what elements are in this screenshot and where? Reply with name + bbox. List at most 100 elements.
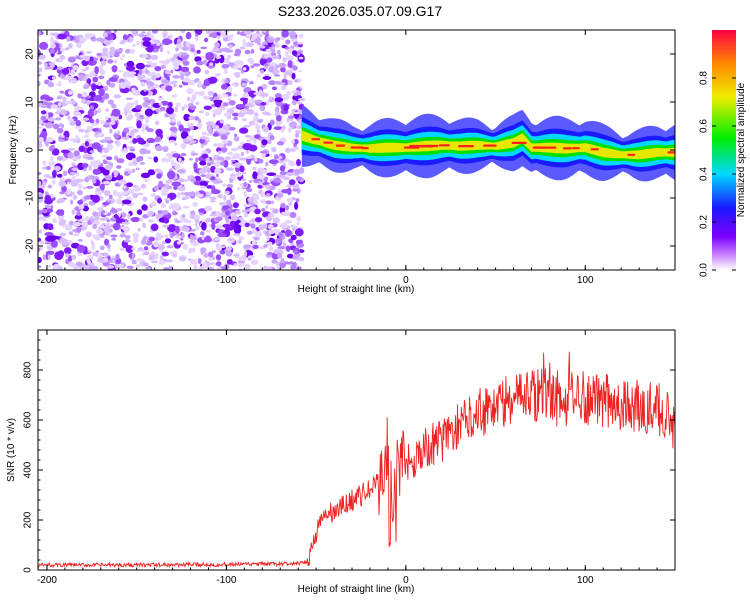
noise-speckle [87, 95, 92, 99]
noise-speckle [247, 90, 258, 98]
noise-speckle [82, 117, 90, 121]
noise-speckle [125, 97, 134, 101]
noise-speckle [289, 211, 297, 219]
noise-speckle [239, 256, 246, 262]
noise-speckle [277, 246, 286, 250]
noise-speckle [286, 55, 292, 61]
noise-speckle [290, 36, 298, 40]
noise-speckle [236, 234, 240, 238]
noise-speckle [269, 62, 277, 66]
noise-speckle [132, 33, 140, 36]
noise-speckle [64, 224, 73, 231]
noise-speckle [222, 94, 229, 98]
noise-speckle [76, 244, 86, 253]
noise-speckle [247, 196, 256, 203]
noise-speckle [142, 196, 148, 202]
noise-speckle [68, 220, 74, 226]
noise-speckle [119, 179, 128, 185]
noise-speckle [187, 80, 196, 86]
noise-speckle [103, 39, 112, 46]
noise-speckle [76, 227, 82, 233]
noise-speckle [45, 250, 55, 256]
noise-speckle [52, 169, 57, 179]
noise-speckle [131, 247, 136, 251]
noise-speckle [38, 265, 42, 269]
noise-speckle [147, 156, 153, 160]
noise-speckle [57, 197, 65, 204]
noise-speckle [264, 92, 269, 97]
noise-speckle [232, 153, 241, 160]
noise-speckle [287, 60, 293, 69]
noise-speckle [153, 241, 159, 248]
noise-speckle [169, 118, 177, 123]
noise-speckle [261, 152, 266, 159]
noise-speckle [109, 228, 113, 233]
noise-speckle [74, 105, 81, 112]
noise-speckle [96, 52, 103, 56]
noise-speckle [101, 53, 108, 57]
noise-speckle [176, 241, 182, 245]
noise-speckle [234, 202, 239, 207]
noise-speckle [266, 172, 277, 176]
noise-speckle [284, 219, 293, 224]
noise-speckle [135, 167, 140, 171]
noise-speckle [125, 65, 136, 71]
noise-speckle [110, 234, 118, 238]
noise-speckle [199, 160, 207, 166]
noise-speckle [93, 95, 103, 102]
noise-speckle [242, 171, 247, 175]
noise-speckle [294, 168, 301, 175]
noise-speckle [232, 253, 239, 257]
noise-speckle [102, 257, 109, 263]
noise-speckle [287, 80, 293, 85]
noise-speckle [153, 168, 161, 173]
noise-speckle [172, 75, 181, 79]
noise-speckle [44, 205, 51, 208]
noise-speckle [254, 99, 263, 104]
noise-speckle [201, 263, 208, 269]
noise-speckle [88, 165, 92, 171]
noise-speckle [209, 213, 217, 217]
noise-speckle [280, 203, 286, 209]
noise-speckle [106, 156, 113, 161]
noise-speckle [204, 205, 213, 212]
noise-speckle [260, 191, 266, 198]
noise-speckle [233, 53, 239, 57]
noise-speckle [143, 124, 149, 127]
noise-speckle [256, 174, 265, 180]
noise-speckle [127, 213, 131, 219]
noise-speckle [299, 86, 303, 89]
noise-speckle [244, 134, 252, 138]
x-tick-label: 0 [403, 575, 409, 586]
noise-speckle [56, 127, 64, 134]
noise-speckle [189, 214, 196, 220]
noise-speckle [225, 167, 234, 171]
noise-speckle [279, 171, 288, 176]
noise-speckle [116, 174, 124, 181]
noise-speckle [238, 236, 244, 241]
noise-speckle [100, 60, 107, 66]
noise-speckle [167, 170, 176, 180]
noise-speckle [158, 259, 166, 265]
noise-speckle [84, 55, 90, 62]
noise-speckle [250, 48, 255, 54]
noise-speckle [135, 264, 141, 268]
noise-speckle [213, 96, 219, 100]
snr-frame [37, 329, 676, 571]
noise-speckle [148, 81, 155, 87]
noise-speckle [56, 83, 62, 86]
noise-speckle [125, 245, 134, 253]
noise-speckle [189, 258, 198, 265]
noise-speckle [247, 109, 255, 115]
noise-speckle [104, 164, 113, 171]
noise-speckle [271, 259, 278, 264]
noise-speckle [156, 43, 161, 46]
noise-speckle [47, 246, 54, 250]
noise-speckle [119, 247, 126, 252]
noise-speckle [116, 198, 123, 205]
noise-speckle [207, 125, 212, 131]
noise-speckle [184, 104, 188, 109]
noise-speckle [269, 246, 274, 251]
noise-speckle [244, 222, 250, 228]
snr-ticks: -200 -100 0 100 0 200 400 600 800 [23, 329, 676, 586]
